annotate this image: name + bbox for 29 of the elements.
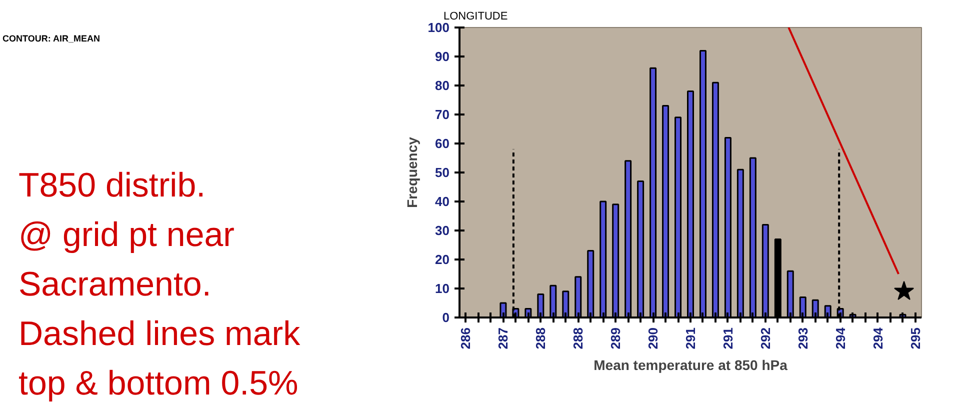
y-tick-label: 50 — [435, 165, 450, 180]
x-tick-label: 295 — [908, 327, 923, 350]
x-tick-label: 291 — [683, 327, 698, 350]
x-tick-label: 293 — [795, 327, 810, 350]
y-tick-label: 30 — [435, 223, 450, 238]
x-tick-label: 286 — [458, 327, 474, 350]
y-tick-label: 60 — [435, 136, 450, 151]
text: LONGITUDE — [444, 10, 508, 22]
y-tick-label: 10 — [435, 281, 450, 296]
y-tick-label: 80 — [435, 78, 450, 93]
y-tick-label: 90 — [435, 49, 450, 64]
text: T850 distrib. @ grid pt near Sacramento. Dashed lines mark top & bottom 0.5% — [18, 166, 302, 402]
x-tick-label: 291 — [720, 327, 736, 350]
y-tick-label: 100 — [428, 20, 450, 35]
y-axis-title: Frequency — [404, 136, 420, 208]
y-tick-label: 40 — [435, 194, 450, 209]
x-tick-label: 294 — [870, 326, 886, 350]
x-tick-label: 289 — [608, 327, 624, 350]
x-tick-label: 288 — [570, 327, 586, 350]
y-tick-label: 0 — [442, 310, 450, 325]
x-tick-label: 288 — [533, 327, 548, 350]
x-tick-label: 287 — [496, 327, 511, 350]
y-tick-label: 70 — [435, 107, 450, 122]
x-tick-label: 294 — [832, 326, 848, 350]
y-tick-label: 20 — [435, 252, 450, 267]
x-tick-label: 290 — [646, 327, 661, 350]
text: CONTOUR: AIR_MEAN — [2, 34, 100, 44]
x-axis-title: Mean temperature at 850 hPa — [594, 357, 788, 374]
x-tick-label: 292 — [758, 327, 773, 350]
